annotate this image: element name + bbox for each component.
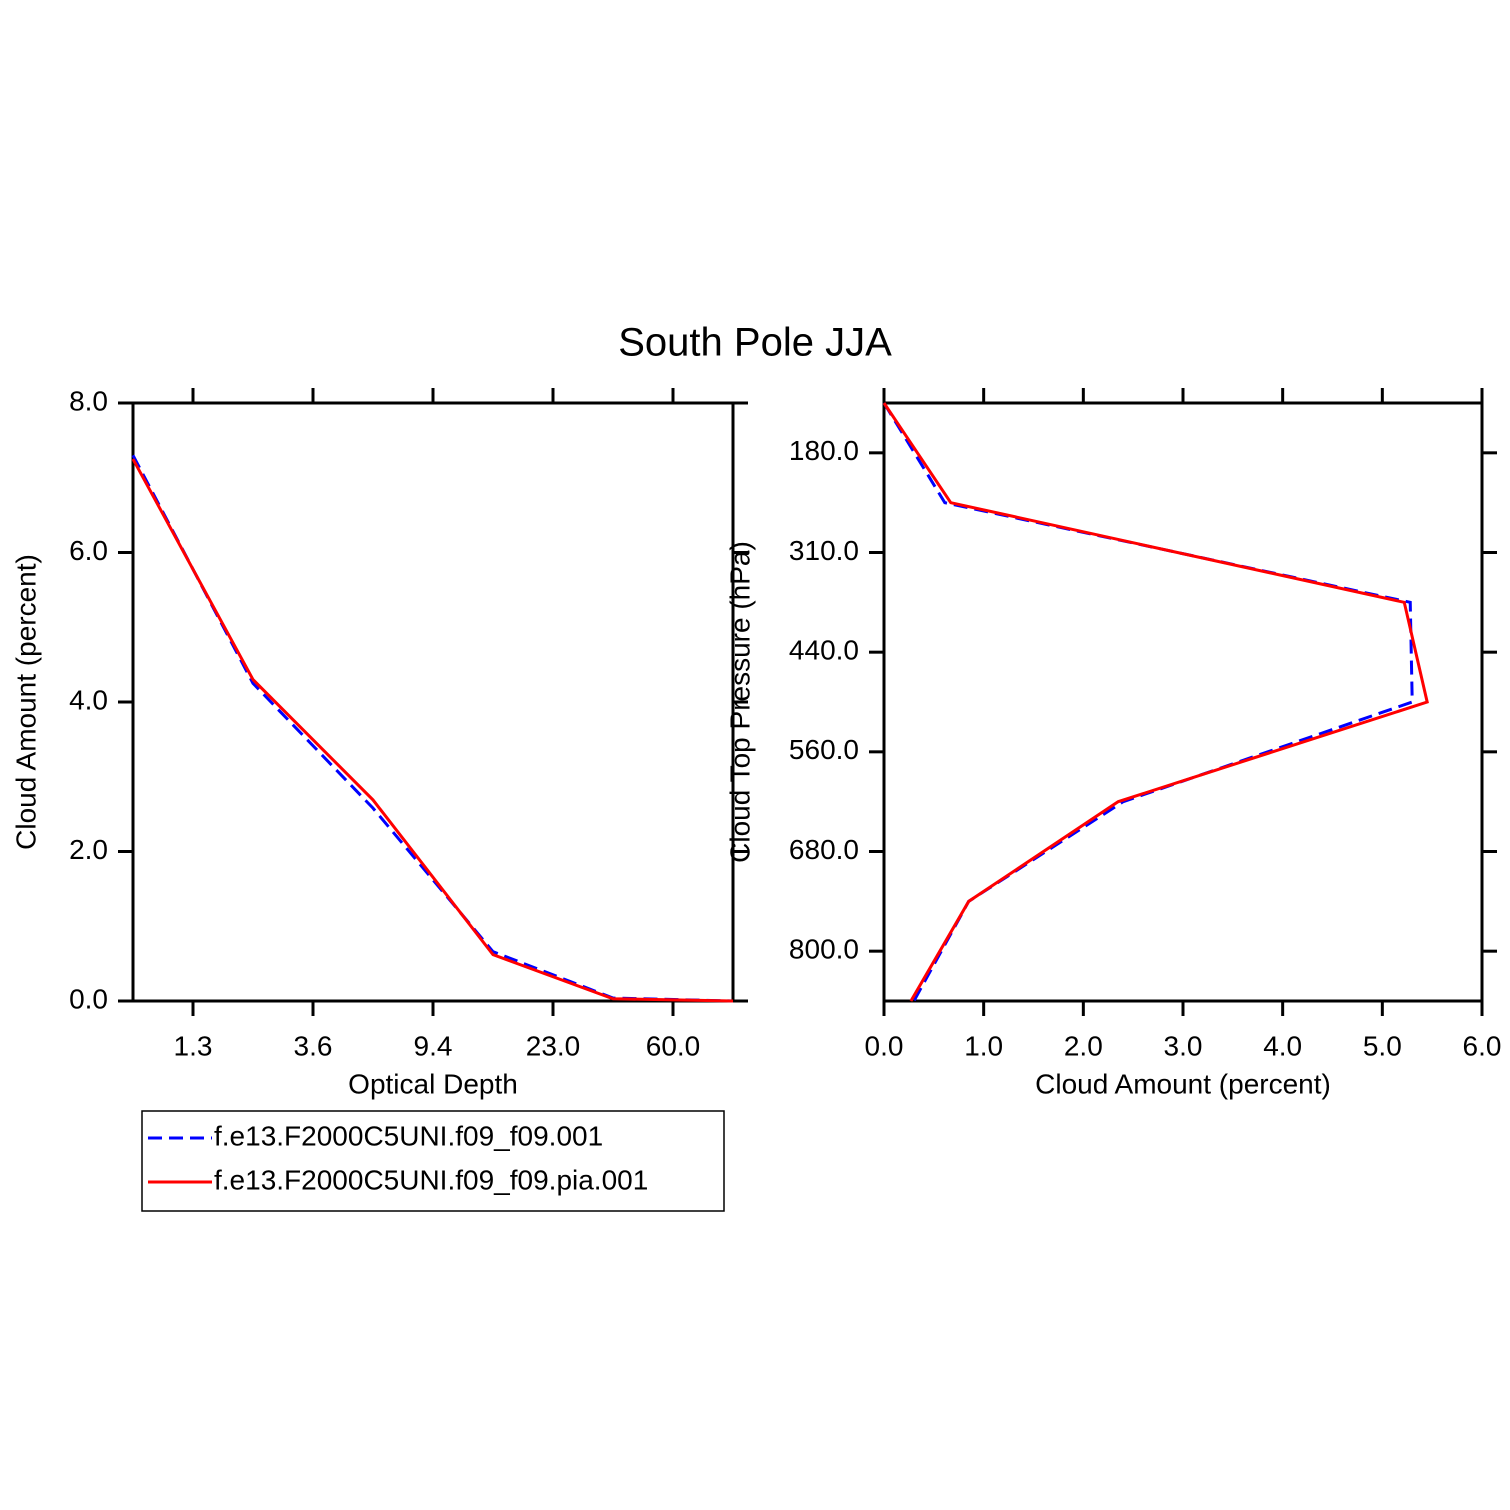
y-axis-label: Cloud Top Pressure (hPa) bbox=[724, 541, 755, 863]
legend-box bbox=[141, 1110, 725, 1212]
x-tick-label: 5.0 bbox=[1363, 1030, 1402, 1061]
x-tick-label: 2.0 bbox=[1064, 1030, 1103, 1061]
x-tick-label: 1.3 bbox=[174, 1030, 213, 1061]
legend-label: f.e13.F2000C5UNI.f09_f09.pia.001 bbox=[214, 1164, 648, 1195]
series-line bbox=[882, 402, 1429, 1002]
plot-frame bbox=[882, 401, 1484, 1003]
y-tick-label: 2.0 bbox=[69, 834, 108, 865]
y-axis-label: Cloud Amount (percent) bbox=[10, 554, 41, 850]
y-tick-label: 4.0 bbox=[69, 684, 108, 715]
chart-title: South Pole JJA bbox=[618, 321, 892, 365]
y-tick-label: 310.0 bbox=[789, 535, 859, 566]
x-tick-label: 4.0 bbox=[1263, 1030, 1302, 1061]
plot-frame bbox=[131, 401, 735, 1003]
x-tick-label: 6.0 bbox=[1463, 1030, 1502, 1061]
x-axis-label: Optical Depth bbox=[348, 1068, 518, 1099]
series-line bbox=[131, 454, 734, 1003]
legend-label: f.e13.F2000C5UNI.f09_f09.001 bbox=[214, 1120, 603, 1151]
x-tick-label: 0.0 bbox=[865, 1030, 904, 1061]
y-tick-label: 680.0 bbox=[789, 834, 859, 865]
y-tick-label: 6.0 bbox=[69, 535, 108, 566]
x-axis-label: Cloud Amount (percent) bbox=[1035, 1068, 1331, 1099]
x-tick-label: 1.0 bbox=[964, 1030, 1003, 1061]
y-tick-label: 440.0 bbox=[789, 635, 859, 666]
x-tick-label: 60.0 bbox=[646, 1030, 701, 1061]
x-tick-label: 23.0 bbox=[526, 1030, 581, 1061]
y-tick-label: 180.0 bbox=[789, 435, 859, 466]
series-line bbox=[131, 458, 734, 1003]
y-tick-label: 800.0 bbox=[789, 934, 859, 965]
y-tick-label: 0.0 bbox=[69, 983, 108, 1014]
y-tick-label: 560.0 bbox=[789, 734, 859, 765]
x-tick-label: 3.0 bbox=[1164, 1030, 1203, 1061]
x-tick-label: 9.4 bbox=[414, 1030, 453, 1061]
y-tick-label: 8.0 bbox=[69, 385, 108, 416]
x-tick-label: 3.6 bbox=[294, 1030, 333, 1061]
